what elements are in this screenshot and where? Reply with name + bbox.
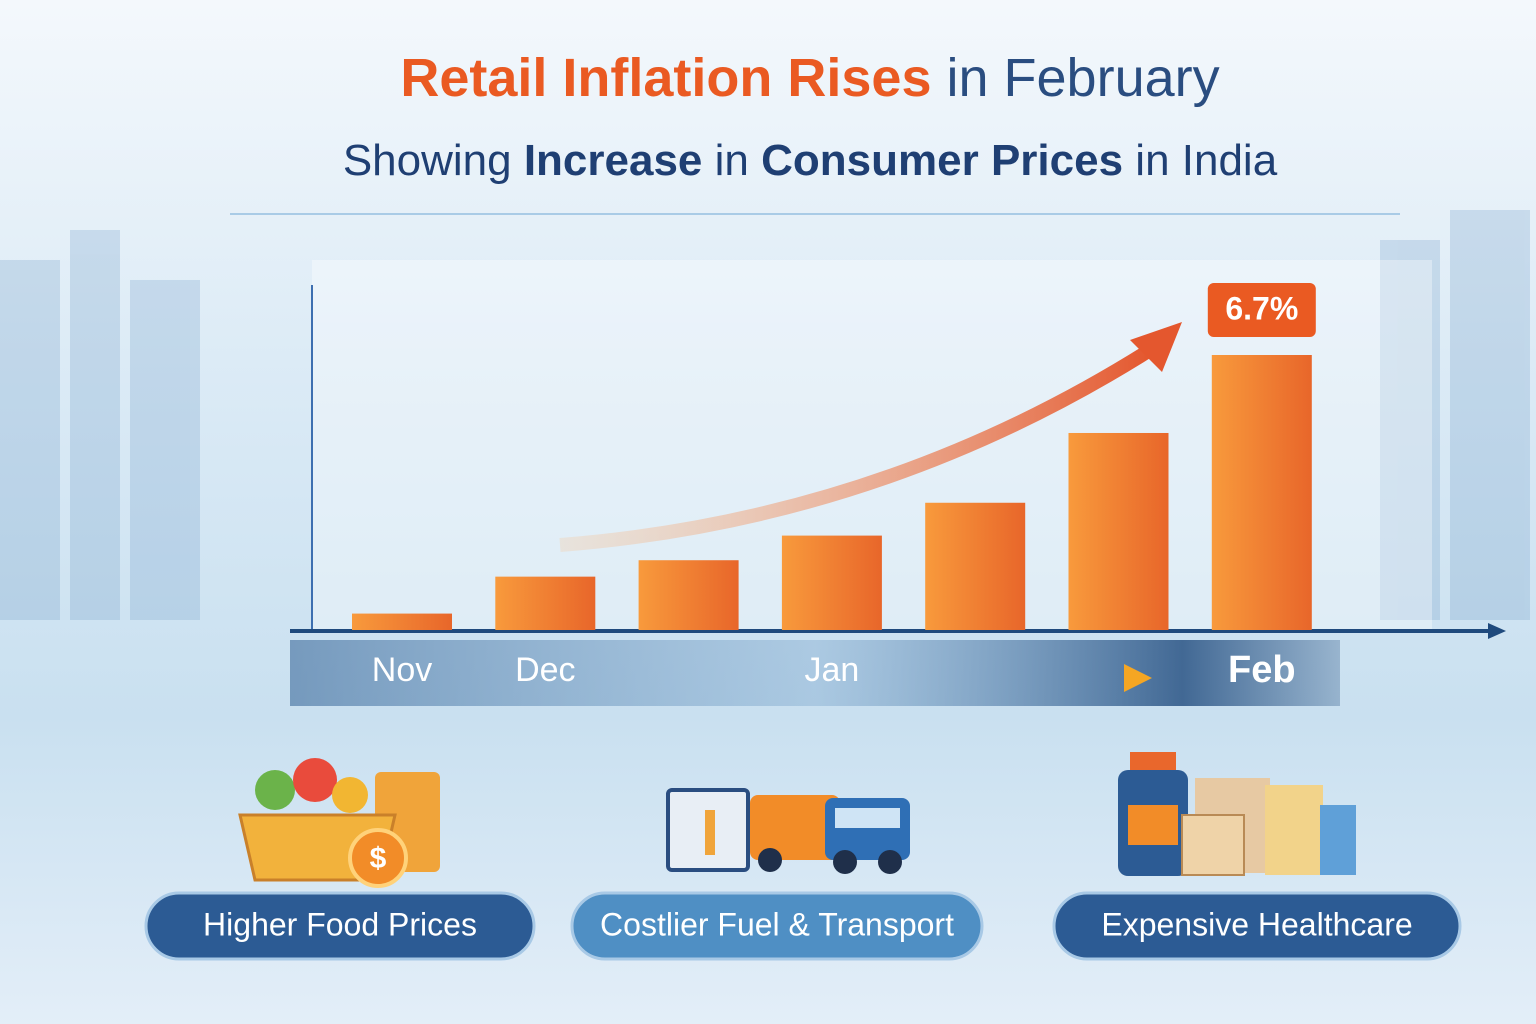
x-tick-label: Jan (804, 651, 859, 689)
bar (495, 576, 596, 630)
x-tick-label: Feb (1228, 649, 1296, 691)
subtitle-part: Showing (343, 136, 512, 185)
subtitle-part: in (715, 136, 749, 185)
subtitle-part: Consumer Prices (761, 136, 1123, 185)
factor-pill (144, 891, 536, 961)
title-part: in February (947, 48, 1220, 108)
x-axis-arrow (1488, 623, 1506, 639)
healthcare-icon (1118, 752, 1356, 876)
bar (781, 535, 882, 630)
x-tick-label: Dec (515, 651, 575, 689)
food-icon: $ (238, 758, 440, 888)
svg-text:$: $ (370, 842, 387, 875)
subtitle-part: Increase (524, 136, 703, 185)
month-strip (290, 640, 1340, 706)
bar (1211, 355, 1312, 630)
bar (352, 613, 452, 630)
subtitle-part: in India (1135, 136, 1277, 185)
title-part: Retail Inflation Rises (400, 48, 931, 108)
bar (638, 560, 739, 630)
factor-label: Higher Food Prices (203, 906, 477, 942)
x-tick-label: Nov (372, 651, 432, 689)
value-label-box (1207, 283, 1316, 337)
trend-arrow (559, 344, 1154, 552)
title: Retail Inflation Rises in February (400, 48, 1219, 108)
bar (1068, 432, 1169, 630)
value-label: 6.7% (1225, 290, 1298, 326)
factor-pill (1052, 891, 1462, 961)
timeline-arrow-head (1124, 664, 1152, 692)
factor-pill (570, 891, 984, 961)
bars: Nov Dec Jan Feb 6.7% (352, 283, 1316, 691)
factor-label: Costlier Fuel & Transport (600, 906, 954, 942)
bar (925, 502, 1026, 630)
factor-label: Expensive Healthcare (1101, 906, 1412, 942)
transport-icon (666, 788, 910, 874)
trend-arrow-head (1130, 322, 1182, 372)
skyline (0, 210, 1530, 620)
factor-pills: Higher Food Prices Costlier Fuel & Transp… (144, 891, 1462, 961)
subtitle: Showing Increase in Consumer Prices in I… (343, 136, 1278, 185)
